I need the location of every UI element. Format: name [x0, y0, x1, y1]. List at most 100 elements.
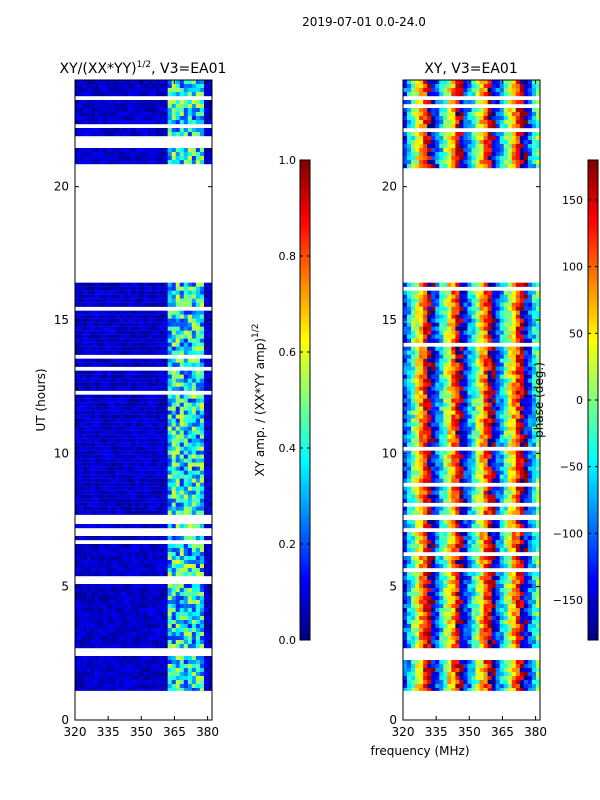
heatmap-cell [403, 600, 408, 605]
heatmap-cell [155, 84, 160, 89]
heatmap-cell [203, 536, 209, 541]
heatmap-cell [203, 640, 209, 645]
heatmap-cell [151, 450, 156, 455]
amp-heatmap [75, 80, 212, 691]
heatmap-cell [435, 520, 440, 525]
heatmap-cell [151, 128, 156, 133]
heatmap-cell [175, 656, 181, 661]
heatmap-cell [175, 676, 181, 681]
heatmap-cell [79, 402, 84, 407]
heatmap-cell [131, 326, 136, 331]
heatmap-cell [95, 342, 100, 347]
heatmap-cell [75, 386, 80, 391]
heatmap-cell [419, 576, 424, 581]
heatmap-cell [491, 660, 496, 665]
heatmap-cell [119, 286, 124, 291]
heatmap-cell [79, 414, 84, 419]
heatmap-cell [103, 342, 108, 347]
heatmap-cell [515, 636, 521, 641]
heatmap-cell [107, 596, 112, 601]
heatmap-cell [147, 454, 152, 459]
heatmap-cell [439, 564, 444, 569]
heatmap-cell [183, 478, 189, 483]
heatmap-cell [439, 636, 444, 641]
heatmap-cell [167, 680, 173, 685]
heatmap-cell [415, 572, 420, 577]
heatmap-cell [183, 104, 189, 109]
heatmap-cell [135, 560, 140, 565]
heatmap-cell [199, 608, 205, 613]
heatmap-cell [459, 616, 464, 621]
heatmap-cell [107, 490, 112, 495]
heatmap-cell [199, 434, 205, 439]
heatmap-cell [103, 362, 108, 367]
heatmap-cell [95, 544, 100, 549]
heatmap-cell [407, 584, 412, 589]
heatmap-cell [79, 466, 84, 471]
heatmap-cell [507, 536, 513, 541]
heatmap-cell [415, 592, 420, 597]
heatmap-cell [411, 584, 416, 589]
heatmap-cell [151, 446, 156, 451]
heatmap-cell [123, 350, 128, 355]
heatmap-cell [87, 660, 92, 665]
heatmap-cell [87, 584, 92, 589]
heatmap-cell [443, 572, 448, 577]
heatmap-cell [499, 282, 505, 287]
heatmap-cell [139, 156, 144, 161]
heatmap-cell [403, 560, 408, 565]
heatmap-cell [111, 664, 116, 669]
heatmap-cell [203, 612, 209, 617]
heatmap-cell [503, 294, 509, 299]
heatmap-cell [439, 294, 444, 299]
heatmap-cell [123, 434, 128, 439]
heatmap-cell [175, 604, 181, 609]
heatmap-cell [195, 684, 201, 689]
heatmap-cell [143, 450, 148, 455]
heatmap-cell [179, 358, 185, 363]
heatmap-cell [119, 350, 124, 355]
heatmap-cell [159, 104, 164, 109]
heatmap-cell [419, 624, 424, 629]
heatmap-cell [199, 406, 205, 411]
heatmap-cell [87, 112, 92, 117]
heatmap-cell [115, 656, 120, 661]
heatmap-cell [91, 422, 96, 427]
heatmap-cell [415, 544, 420, 549]
heatmap-cell [119, 382, 124, 387]
heatmap-cell [483, 548, 488, 553]
heatmap-cell [199, 318, 205, 323]
heatmap-cell [159, 466, 164, 471]
heatmap-cell [99, 584, 104, 589]
heatmap-cell [199, 660, 205, 665]
heatmap-cell [103, 346, 108, 351]
heatmap-cell [491, 640, 496, 645]
heatmap-cell [483, 556, 488, 561]
heatmap-cell [519, 612, 525, 617]
heatmap-cell [175, 294, 181, 299]
heatmap-cell [147, 450, 152, 455]
heatmap-cell [207, 370, 212, 375]
heatmap-cell [91, 486, 96, 491]
heatmap-cell [111, 298, 116, 303]
heatmap-cell [75, 544, 80, 549]
heatmap-cell [87, 572, 92, 577]
heatmap-cell [423, 524, 428, 529]
heatmap-cell [163, 132, 168, 137]
heatmap-cell [447, 612, 452, 617]
heatmap-cell [143, 544, 148, 549]
heatmap-cell [115, 564, 120, 569]
heatmap-cell [167, 148, 173, 153]
heatmap-cell [167, 644, 173, 649]
heatmap-cell [207, 524, 212, 529]
heatmap-cell [111, 556, 116, 561]
heatmap-cell [171, 592, 177, 597]
heatmap-cell [463, 616, 468, 621]
heatmap-cell [103, 414, 108, 419]
heatmap-cell [167, 132, 173, 137]
heatmap-cell [87, 616, 92, 621]
heatmap-cell [171, 668, 177, 673]
heatmap-cell [483, 294, 488, 299]
heatmap-cell [91, 294, 96, 299]
heatmap-cell [159, 560, 164, 565]
